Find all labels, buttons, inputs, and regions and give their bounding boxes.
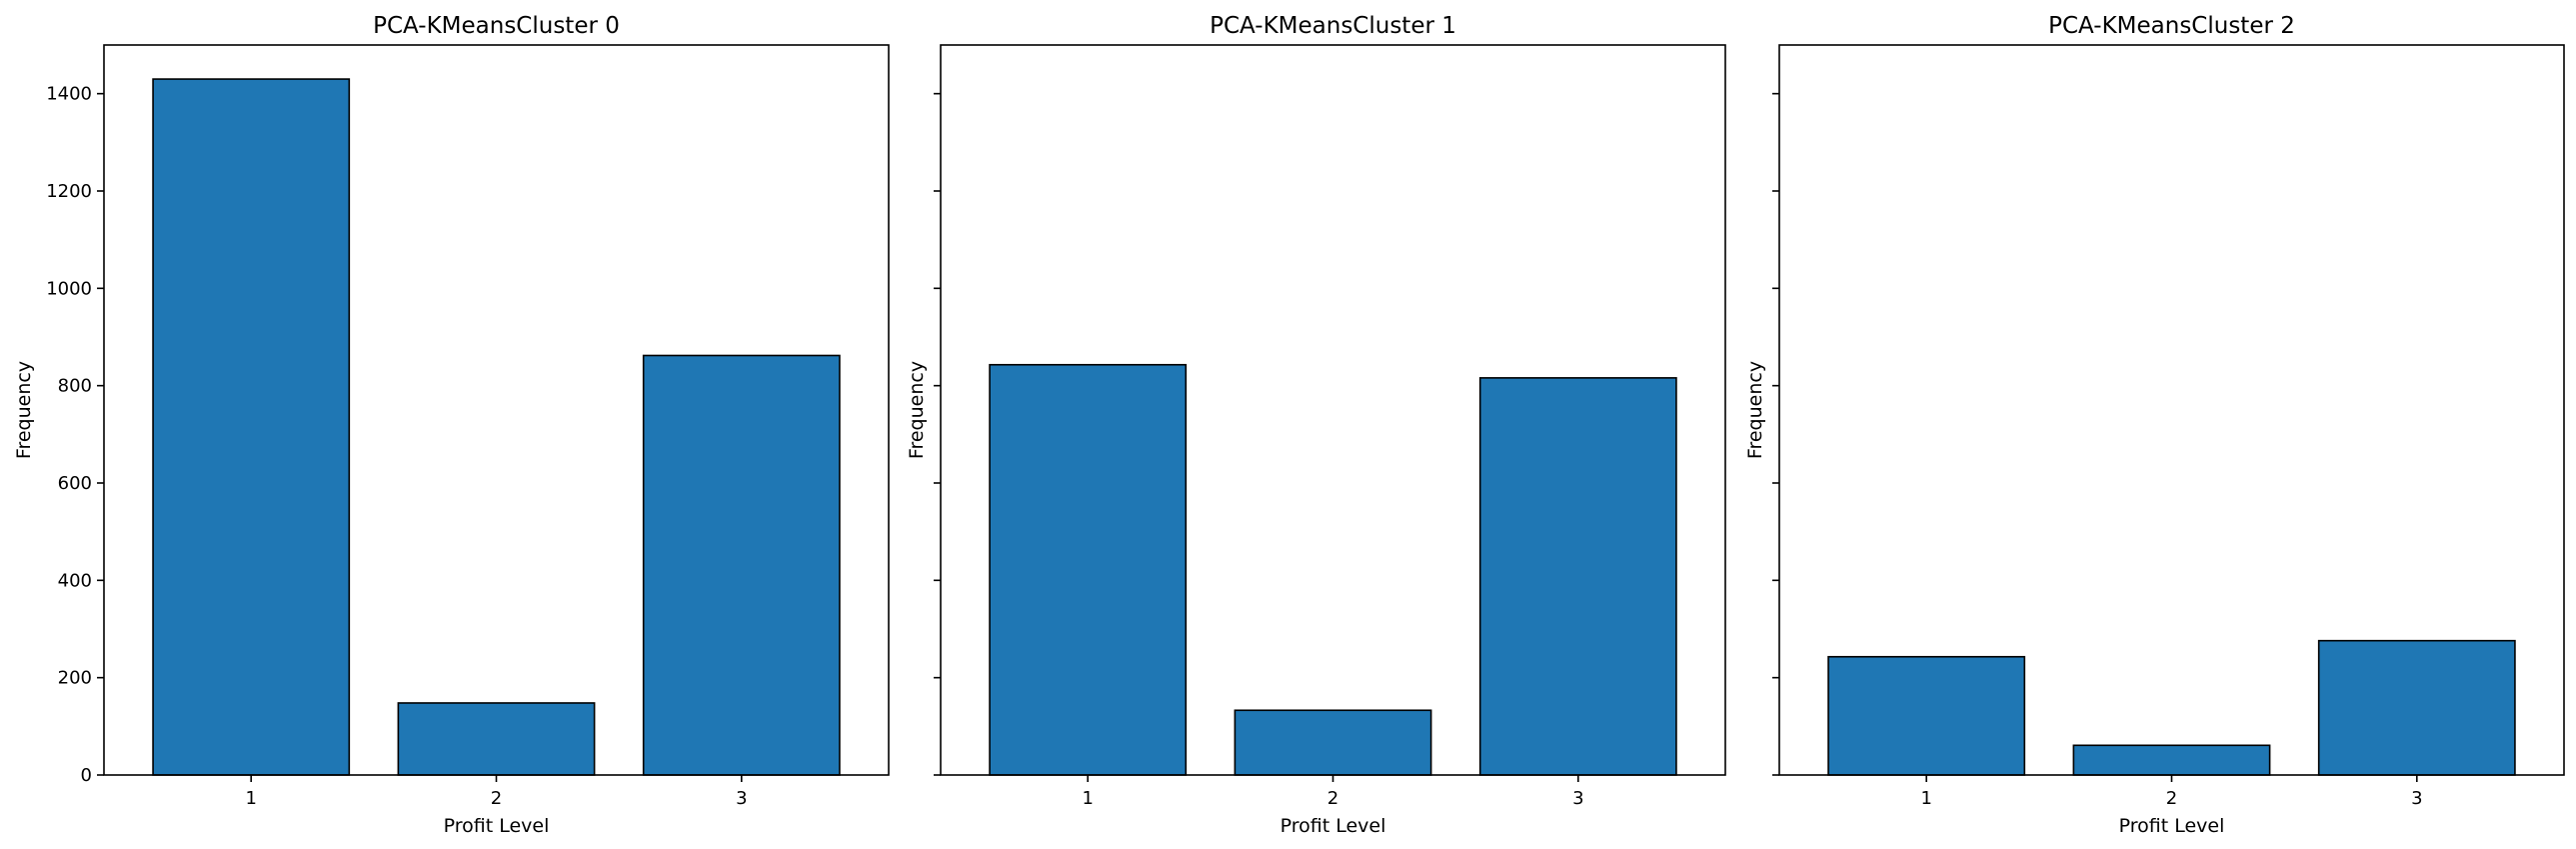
- y-tick-label: 600: [58, 473, 92, 494]
- x-tick-label: 1: [245, 788, 256, 809]
- x-tick-label: 3: [1572, 788, 1583, 809]
- bar-3: [642, 354, 841, 776]
- chart-title: PCA-KMeansCluster 1: [1210, 13, 1456, 39]
- x-tick-label: 2: [491, 788, 502, 809]
- x-tick-label: 1: [1920, 788, 1931, 809]
- bar-3: [1478, 377, 1677, 776]
- x-tick-label: 2: [1327, 788, 1338, 809]
- x-axis-label: Profit Level: [444, 815, 550, 837]
- chart-title: PCA-KMeansCluster 2: [2048, 13, 2295, 39]
- y-tick-label: 200: [58, 668, 92, 689]
- bar-1: [989, 363, 1188, 776]
- y-tick-label: 0: [81, 765, 92, 786]
- subplot-1: 1 2 3 PCA-KMeansCluster 1 Profit Level Freque…: [906, 13, 1726, 837]
- chart-title: PCA-KMeansCluster 0: [373, 13, 620, 39]
- x-tick-label: 1: [1082, 788, 1093, 809]
- y-axis-label: Frequency: [906, 361, 928, 459]
- bar-3: [2317, 639, 2516, 776]
- bar-2: [397, 702, 596, 776]
- y-axis-label: Frequency: [1744, 361, 1766, 459]
- x-tick-label: 2: [2166, 788, 2177, 809]
- subplot-2: 1 2 3 PCA-KMeansCluster 2 Profit Level Freque…: [1744, 13, 2565, 837]
- bar-2: [1234, 709, 1432, 776]
- y-tick-label: 800: [58, 376, 92, 397]
- y-tick-label: 1400: [46, 84, 92, 105]
- y-tick-label: 1200: [46, 181, 92, 202]
- bar-2: [2072, 744, 2271, 776]
- subplot-0: 0 200 400 600 800 1000 1200 1400 1 2 3 PCA-KMeansCl…: [13, 13, 890, 837]
- bar-1: [1827, 655, 2026, 776]
- x-tick-label: 3: [2411, 788, 2422, 809]
- y-tick-label: 1000: [46, 278, 92, 299]
- bar-1: [152, 78, 351, 776]
- y-axis-label: Frequency: [13, 361, 35, 459]
- x-tick-label: 3: [736, 788, 747, 809]
- x-axis-label: Profit Level: [2119, 815, 2225, 837]
- x-axis-label: Profit Level: [1281, 815, 1386, 837]
- y-tick-label: 400: [58, 570, 92, 591]
